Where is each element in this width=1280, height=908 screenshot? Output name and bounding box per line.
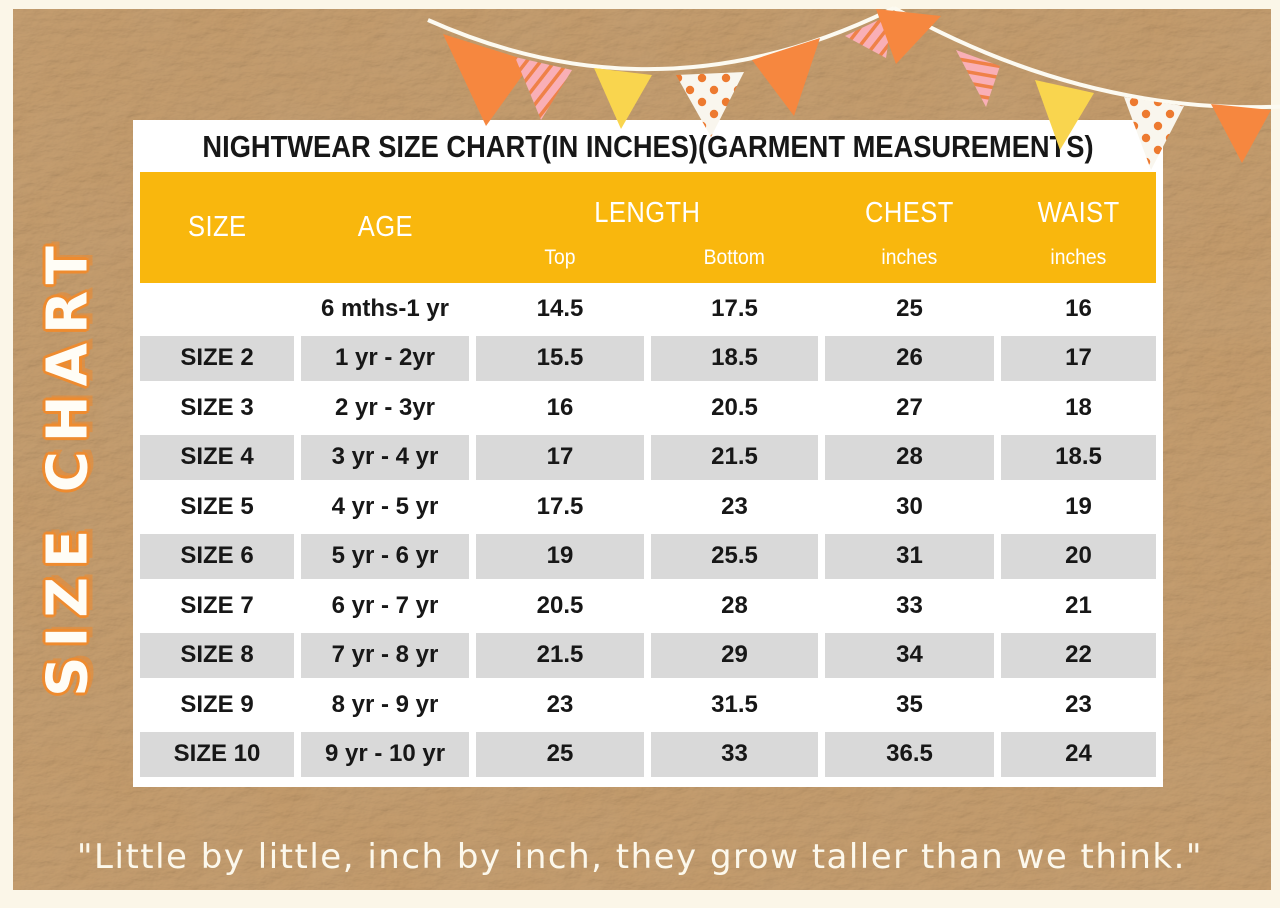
table-cell: 9 yr - 10 yr xyxy=(301,731,469,777)
table-cell: 25.5 xyxy=(651,533,818,579)
quote-text: "Little by little, inch by inch, they gr… xyxy=(76,837,1204,877)
table-cell: 23 xyxy=(1001,682,1156,727)
table-cell: 34 xyxy=(825,632,994,678)
table-cell: 20.5 xyxy=(476,583,644,628)
table-cell: 5 yr - 6 yr xyxy=(301,533,469,579)
table-cell: 35 xyxy=(825,682,994,727)
table-cell: 21.5 xyxy=(651,434,818,480)
table-cell: 17.5 xyxy=(651,286,818,331)
table-cell: 17.5 xyxy=(476,484,644,529)
header-size: SIZE xyxy=(187,211,247,243)
table-cell: 2 yr - 3yr xyxy=(301,385,469,430)
table-cell: SIZE 6 xyxy=(140,533,294,579)
table-cell: 27 xyxy=(825,385,994,430)
size-chart-card: NIGHTWEAR SIZE CHART(IN INCHES)(GARMENT … xyxy=(133,120,1163,787)
table-cell: 23 xyxy=(476,682,644,727)
table-cell: 15.5 xyxy=(476,335,644,381)
table-cell: 1 yr - 2yr xyxy=(301,335,469,381)
table-cell: 17 xyxy=(476,434,644,480)
table-cell: 8 yr - 9 yr xyxy=(301,682,469,727)
table-cell: 18.5 xyxy=(1001,434,1156,480)
table-cell: 36.5 xyxy=(825,731,994,777)
table-header: SIZE AGE LENGTH Top Bottom CHEST inches … xyxy=(140,172,1156,283)
header-length-bottom: Bottom xyxy=(703,245,766,269)
table-cell: 16 xyxy=(1001,286,1156,331)
header-waist-unit: inches xyxy=(1050,245,1107,269)
table-cell: SIZE 3 xyxy=(140,385,294,430)
table-cell: 28 xyxy=(651,583,818,628)
table-cell: 7 yr - 8 yr xyxy=(301,632,469,678)
table-cell: 19 xyxy=(476,533,644,579)
header-age: AGE xyxy=(357,211,413,243)
side-label: SIZE CHART xyxy=(35,237,101,697)
table-cell: SIZE 2 xyxy=(140,335,294,381)
table-cell: 6 yr - 7 yr xyxy=(301,583,469,628)
table-cell: SIZE 10 xyxy=(140,731,294,777)
table-cell: 25 xyxy=(476,731,644,777)
table-cell: 24 xyxy=(1001,731,1156,777)
table-cell: 20 xyxy=(1001,533,1156,579)
header-length: LENGTH xyxy=(593,197,701,229)
table-cell: 3 yr - 4 yr xyxy=(301,434,469,480)
header-chest: CHEST xyxy=(865,197,954,229)
table-cell: 14.5 xyxy=(476,286,644,331)
table-cell: SIZE 9 xyxy=(140,682,294,727)
table-cell: 25 xyxy=(825,286,994,331)
table-cell: SIZE 7 xyxy=(140,583,294,628)
table-cell: 6 mths-1 yr xyxy=(301,286,469,331)
table-cell: 31.5 xyxy=(651,682,818,727)
table-cell: 29 xyxy=(651,632,818,678)
table-cell: 19 xyxy=(1001,484,1156,529)
table-cell: 28 xyxy=(825,434,994,480)
table-cell: 18.5 xyxy=(651,335,818,381)
header-length-top: Top xyxy=(544,245,576,269)
table-cell: 16 xyxy=(476,385,644,430)
table-cell: 21.5 xyxy=(476,632,644,678)
table-cell: 30 xyxy=(825,484,994,529)
table-cell: 18 xyxy=(1001,385,1156,430)
table-cell: SIZE 5 xyxy=(140,484,294,529)
table-cell: 33 xyxy=(651,731,818,777)
table-cell: 20.5 xyxy=(651,385,818,430)
table-cell xyxy=(140,286,294,331)
table-cell: SIZE 8 xyxy=(140,632,294,678)
table-cell: 31 xyxy=(825,533,994,579)
table-cell: 33 xyxy=(825,583,994,628)
header-chest-unit: inches xyxy=(881,245,938,269)
table-title: NIGHTWEAR SIZE CHART(IN INCHES)(GARMENT … xyxy=(202,129,1094,164)
table-cell: 17 xyxy=(1001,335,1156,381)
table-cell: 4 yr - 5 yr xyxy=(301,484,469,529)
table-cell: 21 xyxy=(1001,583,1156,628)
table-cell: 26 xyxy=(825,335,994,381)
table-cell: 22 xyxy=(1001,632,1156,678)
header-waist: WAIST xyxy=(1037,197,1120,229)
table-cell: 23 xyxy=(651,484,818,529)
table-cell: SIZE 4 xyxy=(140,434,294,480)
